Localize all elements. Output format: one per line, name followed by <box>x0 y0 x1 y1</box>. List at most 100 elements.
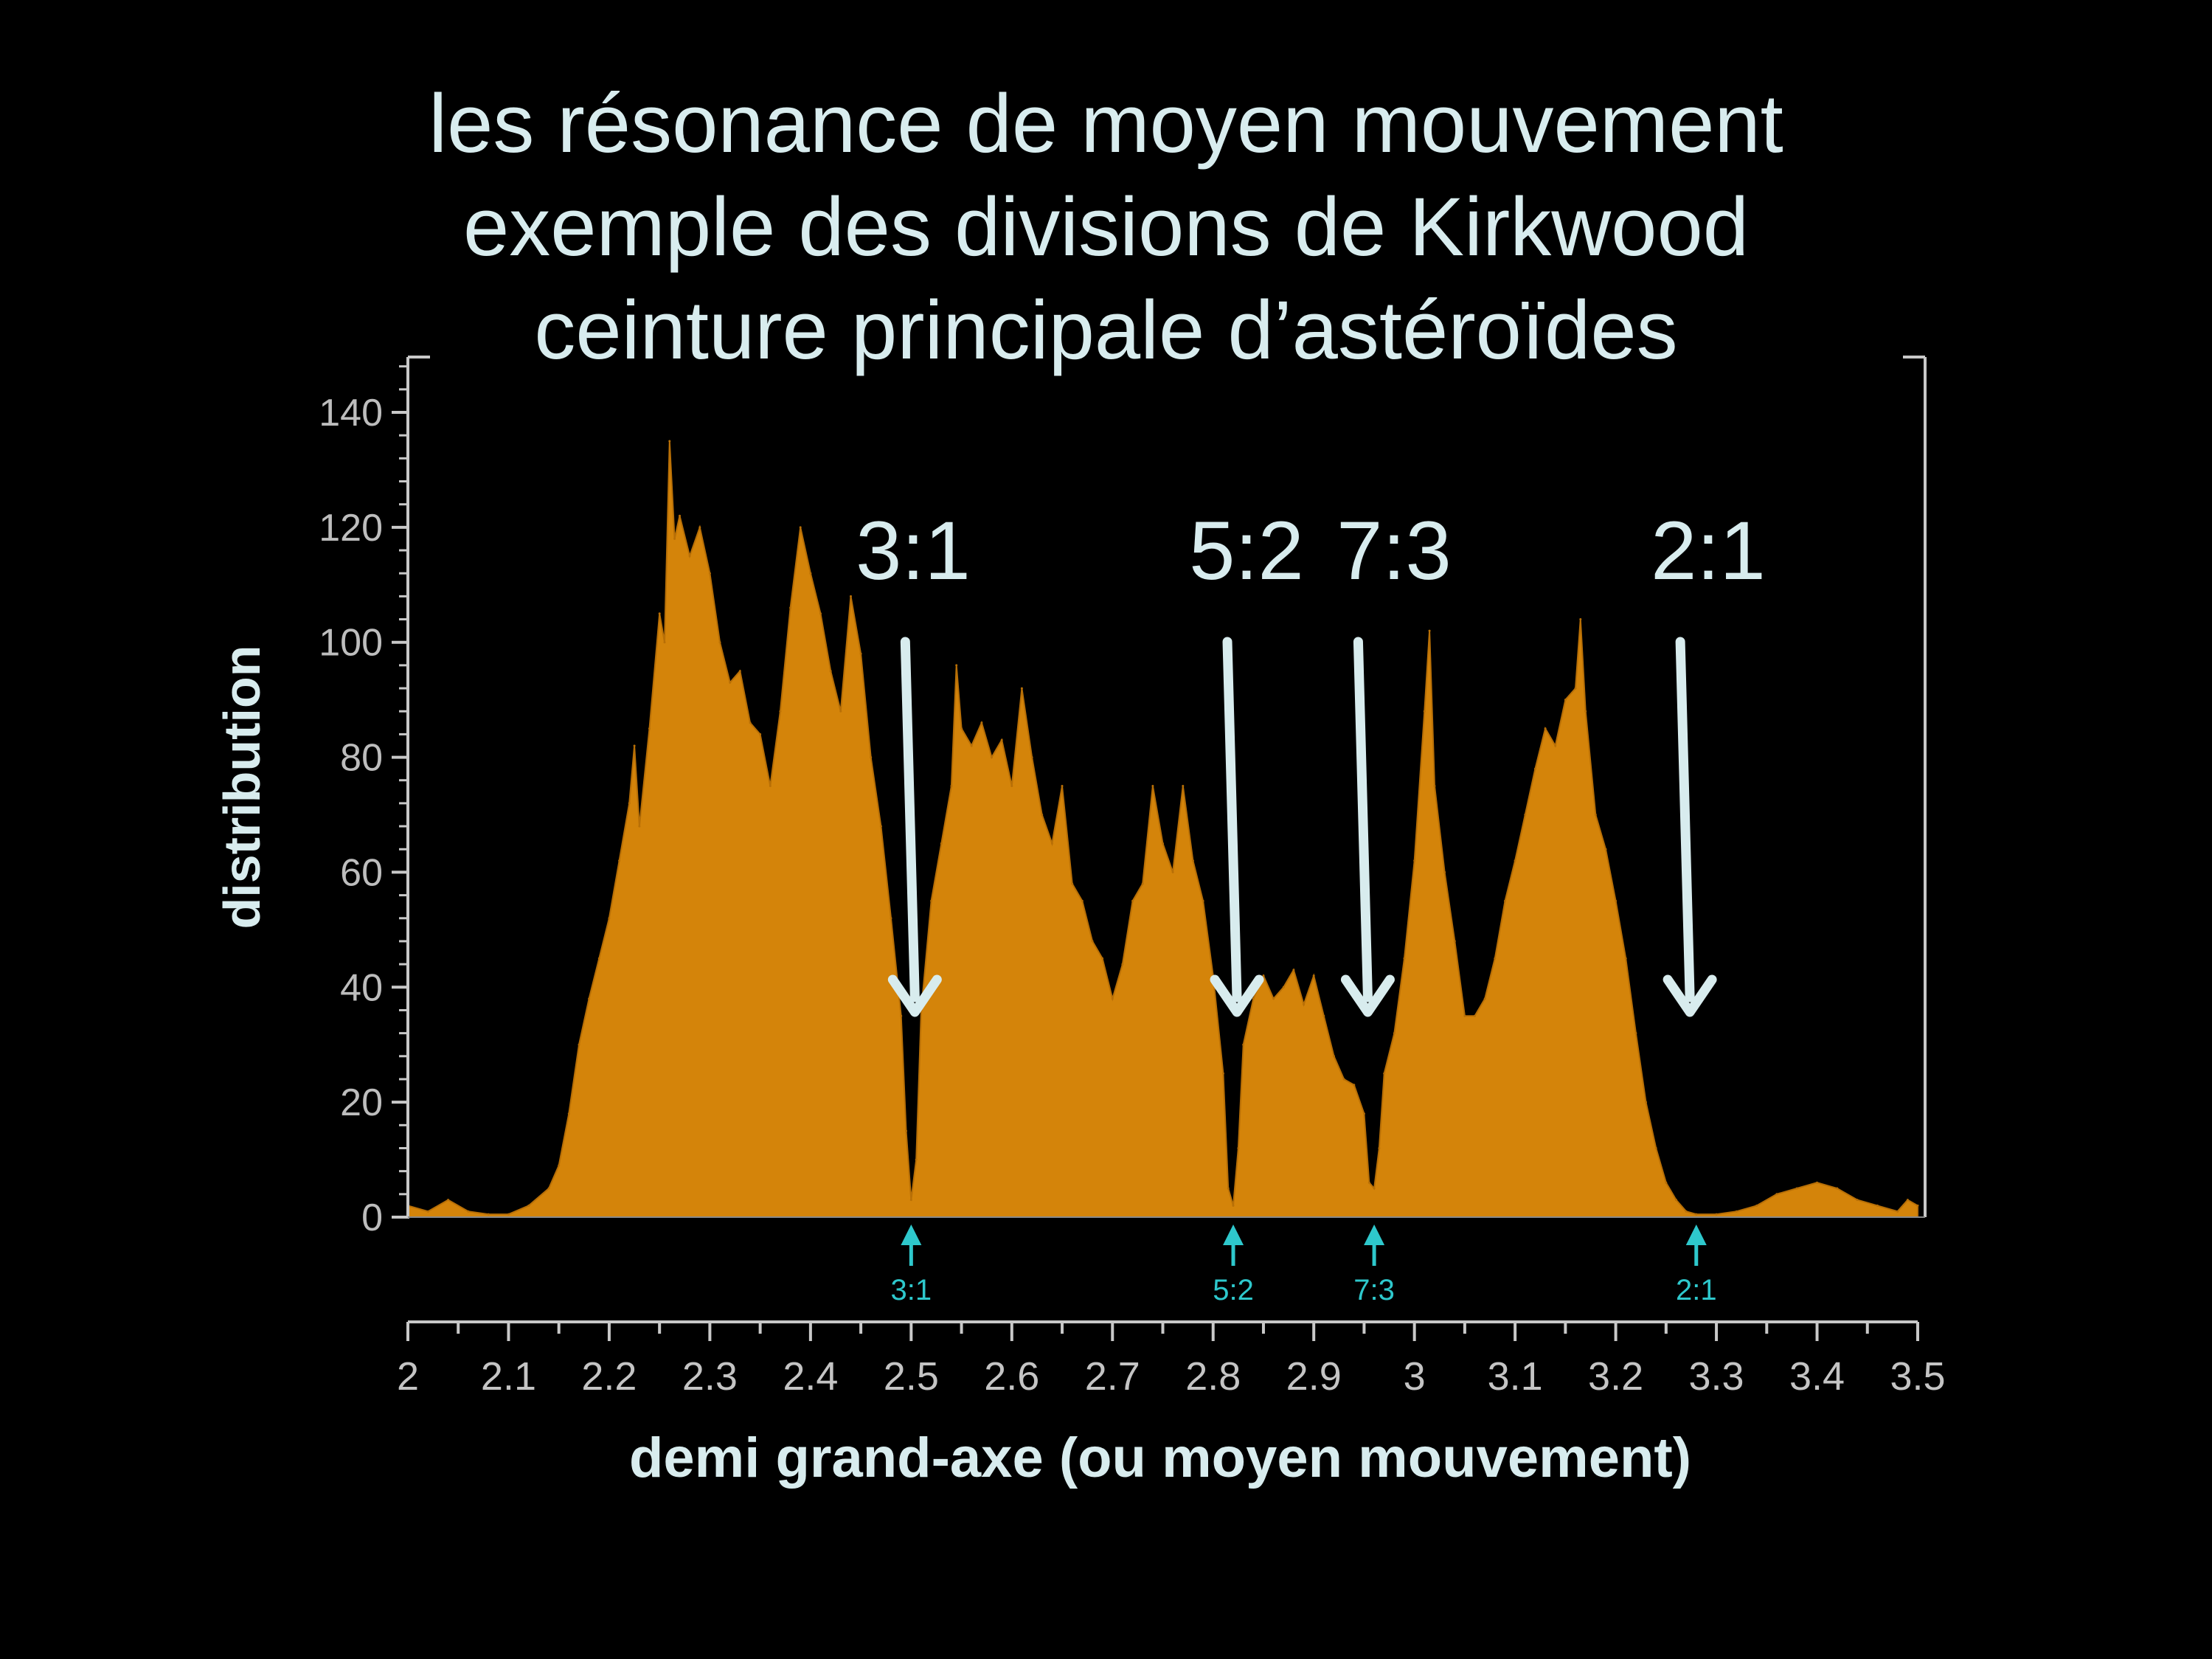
data-point <box>1533 767 1536 770</box>
data-point <box>1030 756 1033 759</box>
data-point <box>1121 963 1124 966</box>
data-point <box>1836 1187 1839 1190</box>
data-point <box>578 1043 580 1046</box>
data-point <box>1050 842 1053 845</box>
data-point <box>658 612 661 615</box>
data-point <box>1463 1014 1466 1017</box>
plot-left-border <box>406 356 430 1217</box>
data-point <box>1775 1193 1778 1196</box>
data-point <box>1242 1043 1245 1046</box>
data-point <box>1564 699 1567 702</box>
data-point <box>608 917 611 920</box>
data-point <box>673 537 676 540</box>
y-tick-label: 40 <box>340 966 383 1009</box>
data-point <box>1362 1112 1365 1115</box>
data-point <box>1262 974 1265 977</box>
data-point <box>426 1210 429 1213</box>
x-tick-label: 2.2 <box>581 1354 637 1399</box>
resonance-marker-label: 3:1 <box>891 1274 932 1306</box>
resonance-markers: 3:1 5:2 7:3 2:1 <box>891 1225 1717 1306</box>
resonance-annotation-arrowhead <box>1663 974 1717 1017</box>
resonance-annotation-arrowhead <box>887 974 942 1017</box>
data-point <box>1494 957 1497 960</box>
data-point <box>980 721 983 724</box>
data-point <box>1816 1181 1818 1184</box>
data-point <box>1232 1204 1235 1207</box>
data-point <box>1322 1014 1325 1017</box>
data-point <box>1202 899 1204 902</box>
slide-title-line-2: exemple des divisions de Kirkwood <box>462 181 1750 273</box>
data-point <box>1594 814 1597 816</box>
data-point <box>738 670 741 673</box>
data-point <box>1695 1213 1698 1216</box>
data-point <box>1041 814 1044 816</box>
data-point <box>1131 899 1134 902</box>
y-tick-label: 140 <box>319 392 383 434</box>
data-point <box>648 727 651 730</box>
data-point <box>1715 1213 1718 1216</box>
data-point <box>547 1187 550 1190</box>
data-point <box>1393 1032 1395 1035</box>
data-point <box>1675 1199 1677 1202</box>
data-point <box>1474 1014 1476 1017</box>
resonance-marker-arrowhead <box>1223 1225 1244 1245</box>
data-point <box>1856 1199 1859 1202</box>
x-tick-label: 2.3 <box>682 1354 738 1399</box>
data-point <box>729 681 732 684</box>
data-point <box>1654 1147 1657 1149</box>
data-point <box>1624 957 1627 960</box>
y-tick-label: 120 <box>319 507 383 550</box>
x-tick-label: 2.5 <box>884 1354 939 1399</box>
x-tick-label: 3.2 <box>1588 1354 1643 1399</box>
data-point <box>809 572 812 575</box>
resonance-marker-label: 7:3 <box>1353 1274 1395 1306</box>
data-point <box>638 825 641 828</box>
data-point <box>1735 1210 1738 1213</box>
data-point <box>668 440 671 443</box>
data-point <box>1916 1204 1919 1207</box>
data-point <box>1428 629 1431 632</box>
slide-title-line-3: ceinture principale d’astéroïdes <box>534 284 1678 376</box>
y-tick-label: 0 <box>361 1196 383 1239</box>
data-point <box>909 1199 912 1202</box>
data-point <box>779 710 782 713</box>
data-point <box>507 1213 510 1216</box>
x-tick-label: 2 <box>397 1354 419 1399</box>
x-tick-label: 2.4 <box>783 1354 838 1399</box>
data-point <box>1221 1072 1224 1075</box>
resonance-annotation-arrow <box>1675 637 1695 1002</box>
data-point <box>1795 1187 1798 1190</box>
x-tick-label: 2.9 <box>1286 1354 1342 1399</box>
data-point <box>1227 1187 1230 1190</box>
data-point <box>1141 882 1144 885</box>
data-point <box>1524 814 1527 816</box>
data-point <box>900 1014 903 1017</box>
data-point <box>1483 997 1486 1000</box>
data-point <box>1010 785 1013 787</box>
data-point <box>1413 859 1416 862</box>
data-point <box>487 1213 490 1216</box>
data-point <box>1151 785 1154 787</box>
data-point <box>588 997 591 1000</box>
data-point <box>1081 899 1084 902</box>
data-point <box>1333 1055 1335 1058</box>
resonance-annotations: 3:1 5:2 7:3 2:1 <box>856 505 1766 1017</box>
data-point <box>890 917 892 920</box>
data-point <box>870 756 873 759</box>
data-point <box>718 641 721 644</box>
data-point <box>905 1129 907 1132</box>
data-point <box>1303 1003 1306 1006</box>
data-point <box>1101 957 1104 960</box>
data-point <box>527 1204 530 1207</box>
resonance-annotation-arrowhead <box>1210 974 1264 1017</box>
x-tick-label: 3.3 <box>1689 1354 1744 1399</box>
x-tick-label: 3 <box>1404 1354 1426 1399</box>
data-point <box>1000 738 1003 741</box>
data-point <box>1443 870 1446 873</box>
data-point <box>1252 997 1255 1000</box>
y-tick-label: 20 <box>340 1081 383 1124</box>
data-point <box>679 514 681 517</box>
data-point <box>1584 710 1587 713</box>
data-point <box>467 1210 470 1213</box>
